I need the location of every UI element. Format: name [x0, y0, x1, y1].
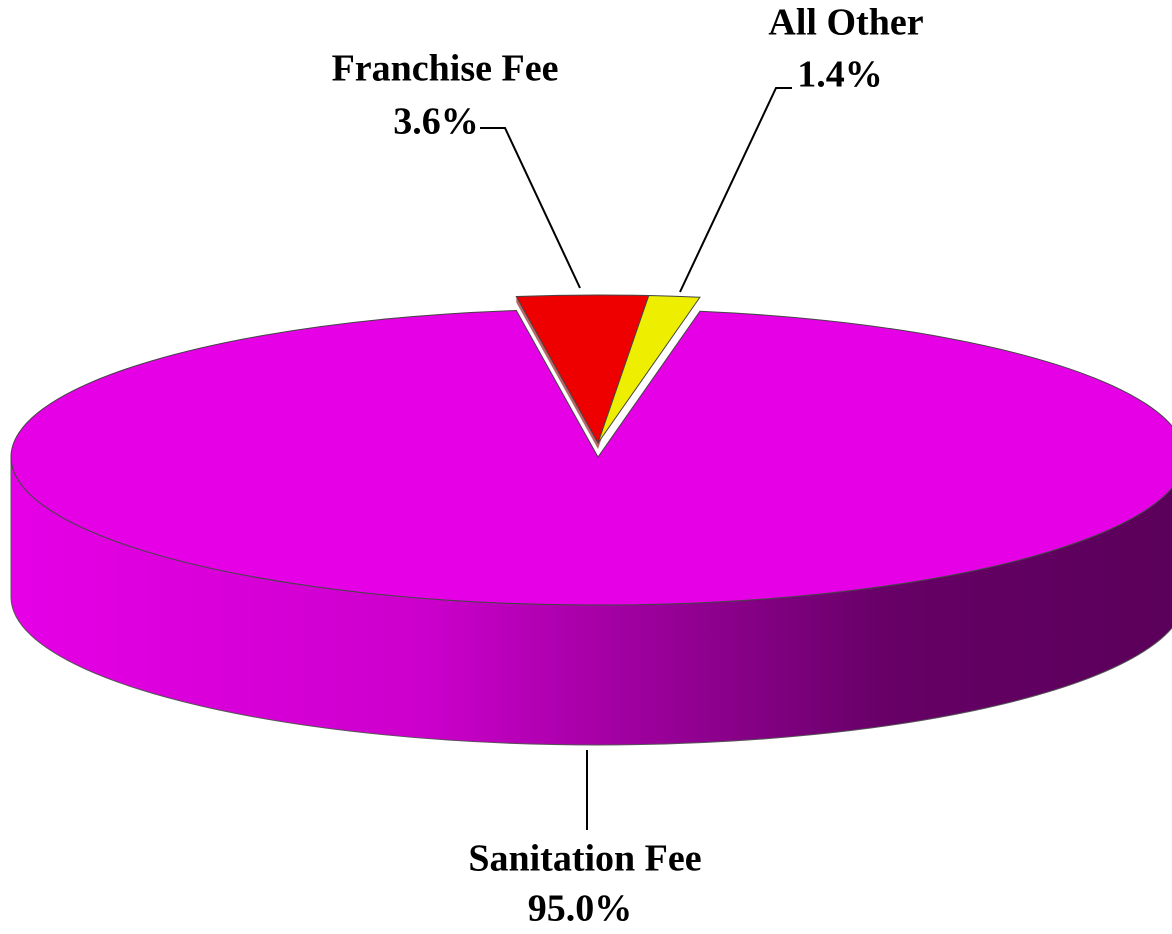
slice-label: Sanitation Fee [468, 838, 701, 880]
slice-value-label: 95.0% [528, 888, 633, 930]
slice-label: All Other [768, 2, 923, 44]
pie [10, 294, 1172, 746]
pie-slice [597, 295, 701, 444]
slice-value-label: 1.4% [797, 54, 883, 96]
pie-slice [10, 309, 1172, 606]
leader-line [480, 127, 581, 289]
slice-value-label: 3.6% [393, 101, 479, 143]
leader-line [679, 87, 792, 293]
slice-label: Franchise Fee [332, 48, 559, 90]
pie-slice-side [516, 296, 598, 449]
